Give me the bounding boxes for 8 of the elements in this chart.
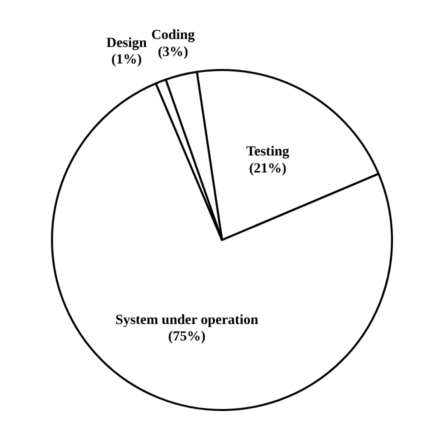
data-label: (3%) (158, 44, 188, 60)
data-label: (1%) (111, 52, 142, 68)
slice-label: Coding (151, 28, 195, 44)
data-label: (21%) (249, 161, 287, 176)
data-label: (75%) (168, 330, 206, 345)
slice-label: Design (106, 36, 147, 51)
slice-label: Testing (246, 144, 290, 160)
slice-label: System under operation (115, 312, 258, 328)
